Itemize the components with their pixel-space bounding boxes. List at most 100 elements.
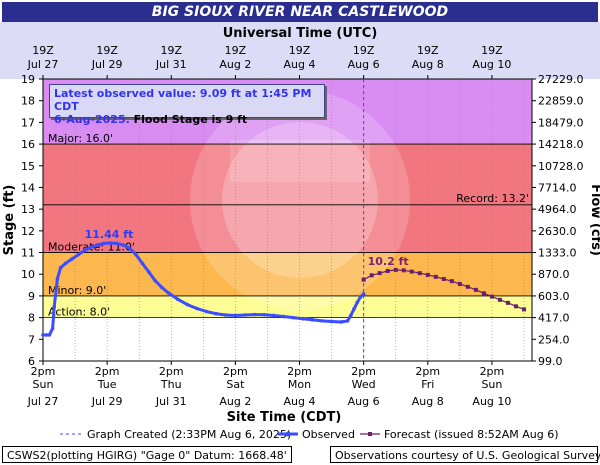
top-tick-date: Aug 4 (284, 58, 316, 71)
observed-peak-label: 11.44 ft (85, 228, 134, 241)
bottom-tick-day: Sun (33, 378, 54, 391)
noaa-watermark-disc (222, 122, 378, 278)
observed-point (102, 241, 106, 246)
observed-point (44, 333, 49, 337)
observed-point (329, 319, 334, 324)
flow-tick-label: 1333.0 (538, 247, 577, 260)
flow-tick-label: 18479.0 (538, 116, 584, 129)
forecast-point (377, 271, 382, 276)
forecast-point (433, 274, 438, 279)
bottom-tick-day: Fri (421, 378, 434, 391)
observed-point (166, 290, 170, 295)
top-tick-label: 19Z (160, 44, 182, 57)
observed-point (185, 302, 190, 307)
flow-tick-label: 10728.0 (538, 160, 584, 173)
observed-point (355, 300, 360, 305)
flow-tick-label: 603.0 (538, 290, 570, 303)
forecast-point (401, 268, 406, 273)
legend-forecast-label: Forecast (issued 8:52AM Aug 6) (384, 428, 559, 441)
forecast-point (441, 277, 446, 282)
bottom-tick-time: 2pm (31, 365, 56, 378)
legend-created-label: Graph Created (2:33PM Aug 6, 2025) (87, 428, 291, 441)
bottom-tick-time: 2pm (480, 365, 505, 378)
observed-point (58, 265, 63, 270)
observed-point (195, 306, 199, 311)
observed-point (223, 313, 228, 317)
observed-point (76, 252, 81, 257)
observed-point (175, 297, 180, 301)
top-tick-date: Jul 31 (155, 58, 187, 71)
observed-point (291, 315, 295, 320)
bottom-tick-date: Jul 27 (27, 395, 59, 408)
observed-point (70, 257, 74, 261)
bottom-tick-day: Wed (352, 378, 376, 391)
y-tick-label: 15 (21, 160, 35, 173)
top-tick-date: Aug 10 (472, 58, 511, 71)
stage-band-action (43, 295, 532, 318)
forecast-point (449, 279, 454, 284)
observed-point (50, 326, 55, 331)
top-tick-label: 19Z (225, 44, 247, 57)
forecast-point (473, 287, 478, 292)
bottom-tick-day: Tue (97, 378, 117, 391)
stage-label-minor: Minor: 9.0' (48, 284, 106, 297)
top-tick-label: 19Z (32, 44, 54, 57)
observed-point (140, 261, 145, 266)
y-tick-label: 13 (21, 203, 35, 216)
forecast-point (417, 271, 422, 276)
top-tick-label: 19Z (417, 44, 439, 57)
y-tick-label: 7 (28, 333, 35, 346)
top-axis-title: Universal Time (UTC) (223, 26, 378, 41)
y-tick-label: 16 (21, 138, 35, 151)
y-tick-label: 11 (21, 247, 35, 260)
bottom-tick-time: 2pm (223, 365, 248, 378)
legend-observed-marker (285, 431, 291, 437)
flow-tick-label: 4964.0 (538, 203, 577, 216)
y-tick-label: 9 (28, 290, 35, 303)
record-label: Record: 13.2' (456, 192, 529, 205)
observed-point (147, 270, 151, 274)
y-tick-label: 19 (21, 73, 35, 86)
stage-label-major: Major: 16.0' (48, 132, 113, 145)
y-tick-label: 17 (21, 116, 35, 129)
observed-point (361, 292, 366, 296)
top-tick-date: Aug 8 (412, 58, 444, 71)
flow-tick-label: 22859.0 (538, 95, 584, 108)
legend-forecast-marker (368, 432, 372, 436)
bottom-tick-date: Aug 4 (284, 395, 316, 408)
observed-point (262, 312, 267, 317)
y2-axis-title: Flow (cfs) (588, 184, 600, 256)
top-tick-date: Jul 27 (27, 58, 59, 71)
forecast-point (457, 281, 462, 286)
observed-point (204, 309, 209, 314)
top-axis-band (0, 22, 600, 79)
forecast-point (369, 273, 374, 278)
bottom-axis-title: Site Time (CDT) (227, 410, 342, 425)
y-tick-label: 18 (21, 95, 35, 108)
observations-credit-box: Observations courtesy of U.S. Geological… (330, 446, 600, 463)
flow-tick-label: 14218.0 (538, 138, 584, 151)
forecast-point (409, 269, 414, 274)
top-tick-label: 19Z (96, 44, 118, 57)
forecast-point (465, 284, 470, 289)
bottom-tick-day: Mon (288, 378, 311, 391)
noaa-watermark-ring (190, 90, 410, 310)
observed-point (114, 241, 119, 246)
observed-point (272, 313, 276, 318)
top-tick-date: Aug 2 (219, 58, 251, 71)
stage-band-minor (43, 252, 532, 296)
bottom-tick-day: Sun (481, 378, 502, 391)
observed-point (300, 316, 305, 321)
observed-point (55, 276, 60, 281)
forecast-point (361, 277, 366, 282)
bottom-tick-date: Aug 8 (412, 395, 444, 408)
observed-point (127, 246, 132, 250)
bottom-tick-date: Jul 31 (155, 395, 187, 408)
observed-point (134, 252, 138, 257)
forecast-point (505, 300, 510, 305)
observed-point (52, 304, 57, 309)
observed-point (159, 285, 164, 290)
observed-point (214, 311, 218, 316)
observed-point (352, 307, 356, 311)
stage-band-moderate (43, 144, 532, 253)
